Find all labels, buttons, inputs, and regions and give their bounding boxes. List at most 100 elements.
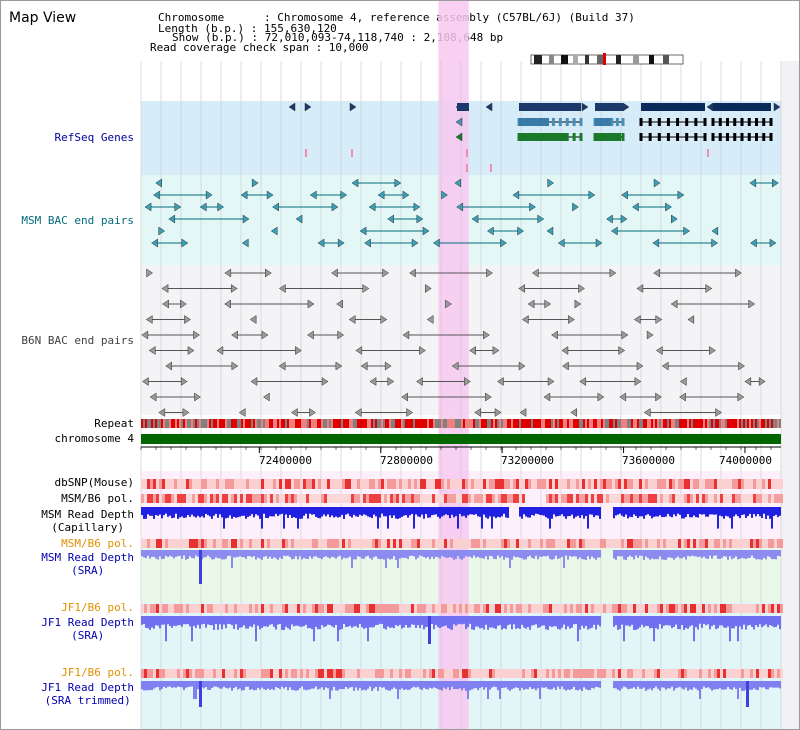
jf1-depth-trimmed-bar bbox=[237, 681, 239, 690]
msm-pol-heat bbox=[291, 494, 294, 503]
dbsnp-heat bbox=[645, 479, 648, 489]
jf1-pol2-heat bbox=[585, 669, 588, 678]
jf1-depth-sra-bar bbox=[147, 616, 149, 629]
repeat-segment bbox=[249, 419, 251, 428]
jf1-depth-trimmed-bar bbox=[353, 681, 355, 691]
jf1-depth-trimmed-bar bbox=[143, 681, 145, 691]
jf1-pol2-heat bbox=[747, 669, 750, 678]
msm-pol-heat bbox=[699, 494, 702, 503]
jf1-pol-heat bbox=[687, 604, 690, 613]
jf1-depth-sra-bar bbox=[357, 616, 359, 628]
repeat-segment bbox=[619, 419, 621, 428]
dbsnp-heat bbox=[234, 479, 237, 489]
msm-depth-sra-bar bbox=[445, 550, 447, 558]
jf1-pol-heat bbox=[543, 604, 546, 613]
repeat-segment bbox=[289, 419, 291, 428]
msm-depth-capillary-bar bbox=[753, 507, 755, 515]
repeat-segment bbox=[481, 419, 483, 428]
strand-arrow bbox=[773, 102, 781, 112]
jf1-depth-trimmed-bar bbox=[435, 681, 437, 689]
msm-depth-sra-bar bbox=[283, 550, 285, 556]
repeat-segment bbox=[247, 419, 249, 428]
repeat-segment bbox=[305, 419, 307, 428]
dbsnp-heat bbox=[693, 479, 696, 489]
jf1-depth-sra-bar bbox=[767, 616, 769, 628]
repeat-segment bbox=[169, 419, 171, 428]
repeat-segment bbox=[727, 419, 729, 428]
msm-bac-pair-end bbox=[242, 214, 250, 224]
jf1-pol2-heat bbox=[483, 669, 486, 678]
jf1-pol2-heat bbox=[381, 669, 384, 678]
jf1-depth-trimmed-bar bbox=[325, 681, 327, 688]
msm-depth-sra-bar bbox=[451, 550, 453, 558]
jf1-depth-trimmed-bar bbox=[149, 681, 151, 690]
msm-bac-pair-end bbox=[144, 202, 152, 212]
jf1-pol-heat bbox=[462, 604, 465, 613]
msm-pol2-heat bbox=[339, 539, 342, 548]
msm-pol2-heat bbox=[588, 539, 591, 548]
b6n-bac-pair-end bbox=[634, 377, 642, 386]
msm-pol2-heat bbox=[621, 539, 624, 548]
msm-depth-capillary-bar bbox=[693, 507, 695, 516]
repeat-segment bbox=[583, 419, 585, 428]
msm-pol-heat bbox=[264, 494, 267, 503]
jf1-pol2-heat bbox=[495, 669, 498, 678]
dbsnp-heat bbox=[228, 479, 231, 489]
repeat-segment bbox=[615, 419, 617, 428]
jf1-pol-heat bbox=[360, 604, 363, 613]
jf1-pol-heat bbox=[675, 604, 678, 613]
jf1-pol2-heat bbox=[327, 669, 330, 678]
jf1-pol2-heat bbox=[609, 669, 612, 678]
repeat-segment bbox=[421, 419, 423, 428]
b6n-bac-pair-end bbox=[531, 268, 539, 278]
msm-pol2-heat bbox=[483, 539, 486, 548]
jf1-depth-sra-bar bbox=[549, 616, 551, 627]
jf1-depth-sra-bar bbox=[175, 616, 177, 627]
gene-block bbox=[595, 133, 621, 141]
msm-depth-sra-bar bbox=[227, 550, 229, 556]
jf1-pol-heat bbox=[729, 604, 732, 613]
msm-pol-heat bbox=[381, 494, 384, 503]
msm-depth-sra-bar bbox=[345, 550, 347, 559]
b6n-bac-pair-end bbox=[570, 408, 578, 417]
jf1-depth-sra-bar bbox=[463, 616, 465, 624]
repeat-segment bbox=[771, 419, 773, 428]
msm-pol-heat bbox=[426, 494, 429, 503]
scroll-gutter bbox=[781, 61, 799, 729]
msm-pol2-heat bbox=[426, 539, 429, 548]
b6n-bac-pair-end bbox=[162, 299, 169, 309]
jf1-depth-trimmed-bar bbox=[375, 681, 377, 687]
dbsnp-heat bbox=[267, 479, 270, 489]
msm-bac-pair-end bbox=[337, 238, 345, 248]
jf1-depth-sra-bar bbox=[433, 616, 435, 630]
repeat-segment bbox=[409, 419, 411, 428]
msm-depth-sra-bar bbox=[363, 550, 365, 559]
b6n-bac-pair-end bbox=[141, 330, 149, 340]
msm-depth-sra-bar bbox=[447, 550, 449, 558]
msm-depth-sra-bar bbox=[149, 550, 151, 559]
repeat-segment bbox=[491, 419, 493, 428]
jf1-pol-heat bbox=[177, 604, 180, 613]
repeat-segment bbox=[203, 419, 205, 428]
dbsnp-heat bbox=[411, 479, 414, 489]
repeat-segment bbox=[601, 419, 603, 428]
jf1-pol2-heat bbox=[351, 669, 354, 678]
msm-depth-sra-bar bbox=[211, 550, 213, 560]
b6n-bac-pair-end bbox=[250, 377, 258, 386]
b6n-bac-pair-end bbox=[216, 346, 224, 355]
dbsnp-heat bbox=[582, 479, 585, 489]
jf1-depth-trimmed-bar bbox=[395, 681, 397, 690]
dbsnp-heat bbox=[216, 479, 219, 489]
jf1-pol-heat bbox=[747, 604, 750, 613]
jf1-pol2-heat bbox=[699, 669, 702, 678]
jf1-depth-sra-bar bbox=[389, 616, 391, 628]
dbsnp-heat bbox=[567, 479, 570, 489]
length-info: Length (b.p.) : 155,630,120 bbox=[158, 22, 337, 35]
repeat-segment bbox=[561, 419, 563, 428]
dbsnp-heat bbox=[300, 479, 303, 489]
msm-bac-pair-end bbox=[456, 202, 464, 212]
msm-depth-sra-bar bbox=[309, 550, 311, 557]
msm-depth-sra-bar bbox=[213, 550, 215, 560]
msm-pol2-heat bbox=[630, 539, 633, 548]
